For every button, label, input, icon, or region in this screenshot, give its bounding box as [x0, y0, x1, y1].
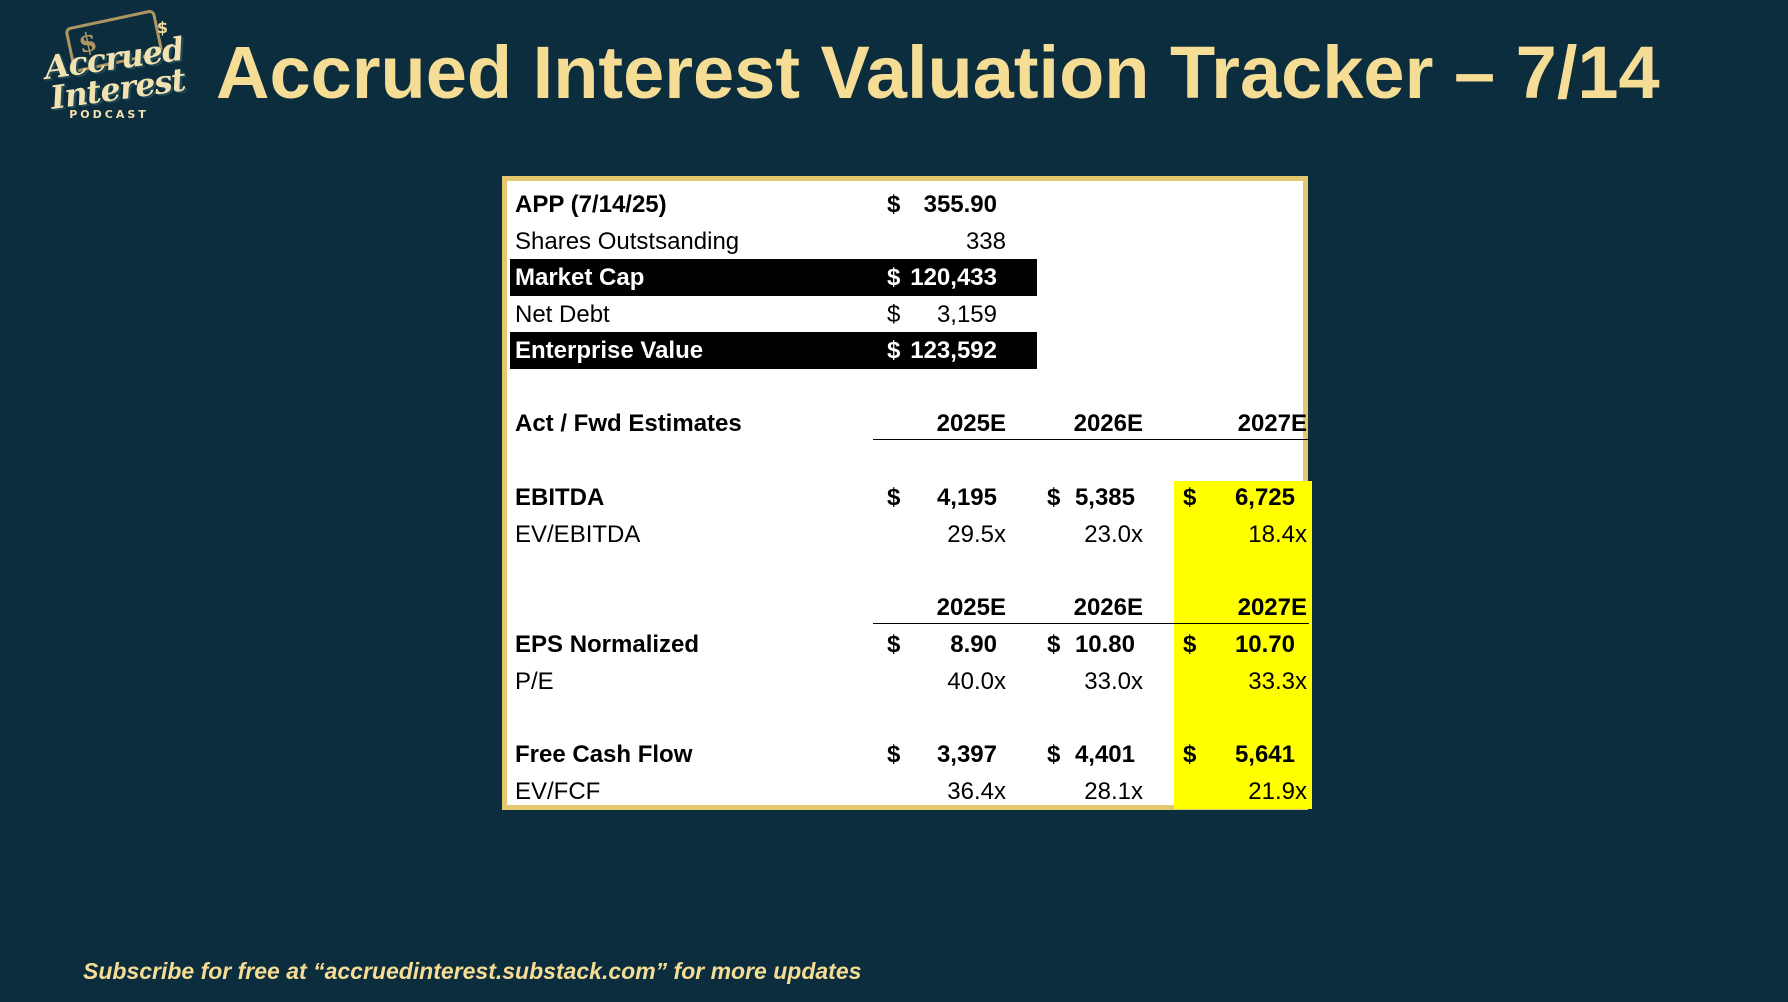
market-cap-row-bg [510, 259, 1037, 296]
pe-value: 40.0x [947, 668, 1006, 695]
price-value: 355.90 [923, 191, 997, 218]
year-header: 2027E [1237, 410, 1307, 437]
eps-value: 8.90 [950, 631, 997, 658]
fcf-currency: $ [1183, 741, 1197, 768]
ebitda-currency: $ [1183, 484, 1197, 511]
ev-fcf-label: EV/FCF [515, 778, 601, 805]
ev-ebitda-label: EV/EBITDA [515, 521, 641, 548]
ev-fcf-value: 36.4x [947, 778, 1006, 805]
market-cap-currency: $ [887, 264, 901, 291]
valuation-table: APP (7/14/25) $ 355.90 Shares Outstsandi… [502, 176, 1312, 810]
year-header: 2026E [1073, 594, 1143, 621]
net-debt-currency: $ [887, 301, 901, 328]
market-cap-label: Market Cap [515, 264, 645, 291]
ev-fcf-value: 21.9x [1248, 778, 1307, 805]
subscribe-footer: Subscribe for free at “accruedinterest.s… [83, 958, 862, 984]
fcf-currency: $ [887, 741, 901, 768]
ev-ebitda-value: 23.0x [1084, 521, 1143, 548]
eps-value: 10.80 [1074, 631, 1135, 658]
enterprise-value-label: Enterprise Value [515, 337, 704, 364]
shares-label: Shares Outstsanding [515, 228, 740, 255]
year-header: 2025E [936, 410, 1006, 437]
ebitda-currency: $ [1047, 484, 1061, 511]
ebitda-currency: $ [887, 484, 901, 511]
logo-dollar-mark: $ [156, 18, 168, 37]
ev-ebitda-value: 18.4x [1248, 521, 1307, 548]
eps-value: 10.70 [1234, 631, 1295, 658]
pe-label: P/E [515, 668, 554, 695]
net-debt-label: Net Debt [515, 301, 610, 328]
ev-ebitda-value: 29.5x [947, 521, 1006, 548]
fcf-value: 4,401 [1074, 741, 1135, 768]
fcf-currency: $ [1047, 741, 1061, 768]
header-underline-1 [873, 439, 1309, 440]
market-cap-value: 120,433 [910, 264, 997, 291]
ebitda-label: EBITDA [515, 484, 605, 511]
fcf-label: Free Cash Flow [515, 741, 693, 768]
year-header: 2027E [1237, 594, 1307, 621]
enterprise-value-value: 123,592 [910, 337, 997, 364]
eps-currency: $ [1047, 631, 1061, 658]
header-underline-2 [873, 623, 1309, 624]
price-currency: $ [887, 191, 901, 218]
year-header: 2025E [936, 594, 1006, 621]
year-header: 2026E [1073, 410, 1143, 437]
pe-value: 33.3x [1248, 668, 1307, 695]
pe-value: 33.0x [1084, 668, 1143, 695]
shares-value: 338 [965, 228, 1006, 255]
net-debt-value: 3,159 [936, 301, 997, 328]
page-title: Accrued Interest Valuation Tracker – 7/1… [216, 31, 1660, 114]
ebitda-value: 4,195 [936, 484, 997, 511]
eps-currency: $ [887, 631, 901, 658]
enterprise-value-row-bg [510, 332, 1037, 369]
estimates-label: Act / Fwd Estimates [515, 410, 742, 437]
eps-label: EPS Normalized [515, 631, 700, 658]
price-label: APP (7/14/25) [515, 191, 667, 218]
enterprise-value-currency: $ [887, 337, 901, 364]
fcf-value: 5,641 [1234, 741, 1295, 768]
highlight-column-2027 [1174, 481, 1312, 809]
ev-fcf-value: 28.1x [1084, 778, 1143, 805]
ebitda-value: 5,385 [1074, 484, 1135, 511]
ebitda-value: 6,725 [1234, 484, 1295, 511]
logo-word-podcast: PODCAST [69, 108, 149, 121]
eps-currency: $ [1183, 631, 1197, 658]
podcast-logo: $ Accrued Interest PODCAST [42, 8, 187, 124]
fcf-value: 3,397 [936, 741, 997, 768]
